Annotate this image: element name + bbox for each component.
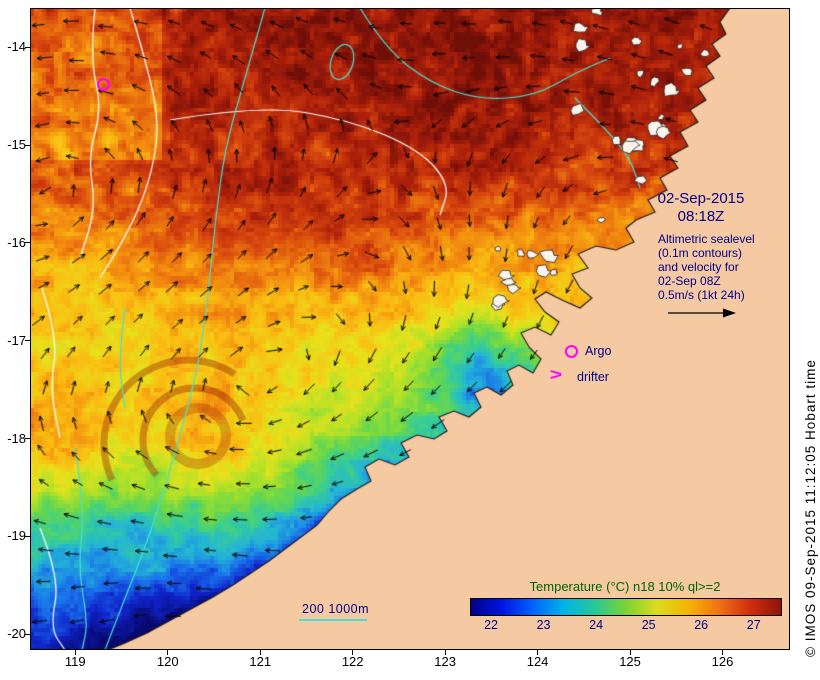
y-tick-label: -17 — [7, 332, 26, 348]
timestamp-time: 08:18Z — [677, 208, 725, 225]
x-tick-label: 126 — [711, 654, 734, 669]
y-tick-mark — [25, 535, 30, 537]
colorbar-tick-label: 23 — [536, 618, 551, 632]
y-tick-mark — [25, 633, 30, 635]
x-tick-mark — [259, 650, 261, 655]
y-tick-label: -15 — [7, 137, 26, 152]
colorbar-tick-label: 27 — [746, 618, 761, 632]
y-tick-label: -18 — [7, 430, 26, 446]
depth-contour-sample-line — [299, 619, 367, 621]
velocity-scale-arrow-icon — [668, 308, 736, 318]
colorbar — [470, 598, 782, 616]
argo-legend-icon — [565, 345, 578, 358]
y-tick-mark — [25, 144, 30, 146]
x-tick-mark — [629, 650, 631, 655]
x-tick-mark — [352, 650, 354, 655]
colorbar-tick-label: 22 — [484, 618, 498, 632]
copyright-text: © IMOS 09-Sep-2015 11:12:05 Hobart time — [803, 359, 818, 657]
x-tick-mark — [444, 650, 446, 655]
colorbar-tick-label: 24 — [589, 618, 604, 632]
x-tick-label: 121 — [249, 654, 272, 669]
altimetric-note-line: Altimetric sealevel — [658, 232, 755, 246]
x-tick-label: 124 — [526, 654, 549, 669]
colorbar-title: Temperature (°C) n18 10% ql>=2 — [529, 579, 721, 594]
y-tick-label: -16 — [7, 234, 26, 250]
x-tick-mark — [167, 650, 169, 655]
x-tick-label: 125 — [619, 654, 641, 669]
x-tick-label: 119 — [64, 654, 86, 669]
altimetric-note-line: (0.1m contours) — [658, 246, 743, 260]
colorbar-tick-label: 25 — [641, 618, 656, 632]
y-tick-label: -14 — [7, 39, 26, 55]
timestamp-annotation: 02-Sep-2015 08:18Z — [636, 190, 766, 226]
x-tick-mark — [74, 650, 76, 655]
y-tick-mark — [25, 242, 30, 244]
colorbar-tick-label: 26 — [694, 618, 709, 632]
sst-map-canvas — [30, 8, 790, 650]
drifter-legend-label: drifter — [577, 370, 609, 384]
x-tick-mark — [537, 650, 539, 655]
x-tick-mark — [722, 650, 723, 655]
x-tick-label: 120 — [156, 654, 179, 669]
y-tick-label: -19 — [7, 528, 26, 544]
y-tick-mark — [25, 46, 30, 48]
argo-legend-label: Argo — [585, 344, 612, 358]
x-tick-label: 122 — [341, 654, 364, 669]
depth-contour-label: 200 1000m — [302, 602, 370, 616]
timestamp-date: 02-Sep-2015 — [657, 190, 745, 207]
altimetric-note: Altimetric sealevel (0.1m contours) and … — [658, 232, 755, 302]
drifter-legend-icon: > — [549, 365, 563, 384]
y-tick-mark — [25, 340, 30, 342]
y-tick-mark — [25, 438, 30, 440]
altimetric-note-line: 02-Sep 08Z — [658, 274, 721, 288]
argo-float-marker — [97, 78, 110, 91]
altimetric-note-line: and velocity for — [658, 260, 739, 274]
altimetric-note-line: 0.5m/s (1kt 24h) — [658, 288, 745, 302]
x-tick-label: 123 — [434, 654, 456, 669]
y-tick-label: -20 — [7, 626, 26, 642]
